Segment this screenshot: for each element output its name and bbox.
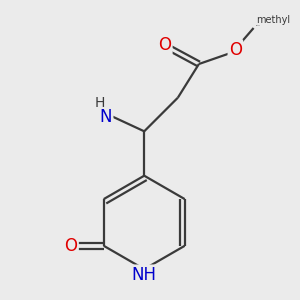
- Text: O: O: [158, 36, 171, 54]
- Text: O: O: [64, 237, 77, 255]
- Text: N: N: [100, 108, 112, 126]
- Text: NH: NH: [132, 266, 157, 284]
- Text: H: H: [95, 96, 106, 110]
- Text: O: O: [229, 40, 242, 58]
- Text: methyl: methyl: [256, 15, 290, 25]
- Text: methyl: methyl: [256, 24, 260, 26]
